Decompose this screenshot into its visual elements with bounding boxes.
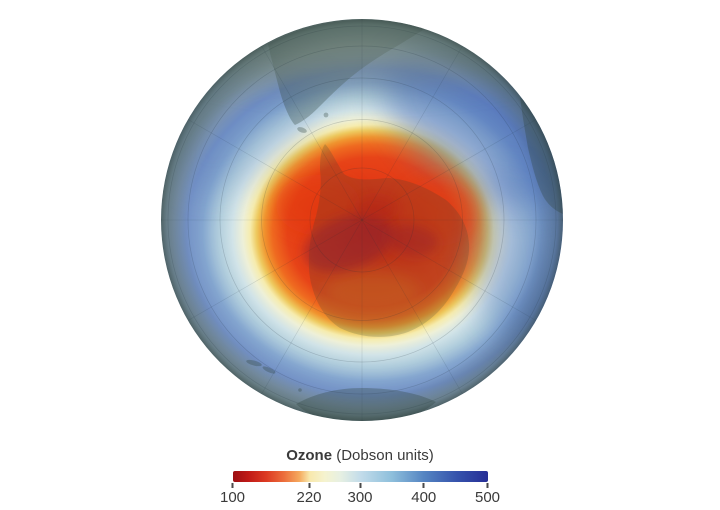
- tick-label: 100: [219, 489, 246, 506]
- colorbar-tick-100: 100: [220, 482, 245, 506]
- colorbar-tick-220: 220: [296, 482, 322, 506]
- legend-title: Ozone (Dobson units): [0, 447, 720, 465]
- colorbar-tick-500: 500: [475, 482, 500, 506]
- tick-label: 500: [474, 489, 501, 506]
- colorbar-tick-400: 400: [411, 482, 436, 506]
- legend: Ozone (Dobson units) 100 220 300 400: [0, 447, 720, 506]
- colorbar-tick-300: 300: [347, 482, 373, 506]
- legend-title-bold: Ozone: [286, 447, 333, 464]
- tick-label: 400: [411, 489, 437, 506]
- tick-mark: [231, 483, 234, 488]
- tick-mark: [308, 483, 310, 488]
- tick-mark: [422, 483, 425, 488]
- colorbar-gradient: [232, 471, 488, 482]
- tick-mark: [486, 483, 489, 488]
- legend-title-units: (Dobson units): [332, 447, 434, 464]
- limb-vignette: [161, 19, 563, 421]
- tick-label: 300: [347, 489, 373, 506]
- colorbar-wrap: 100 220 300 400 500: [220, 471, 500, 506]
- tick-mark: [359, 483, 361, 488]
- tick-label: 220: [296, 489, 322, 506]
